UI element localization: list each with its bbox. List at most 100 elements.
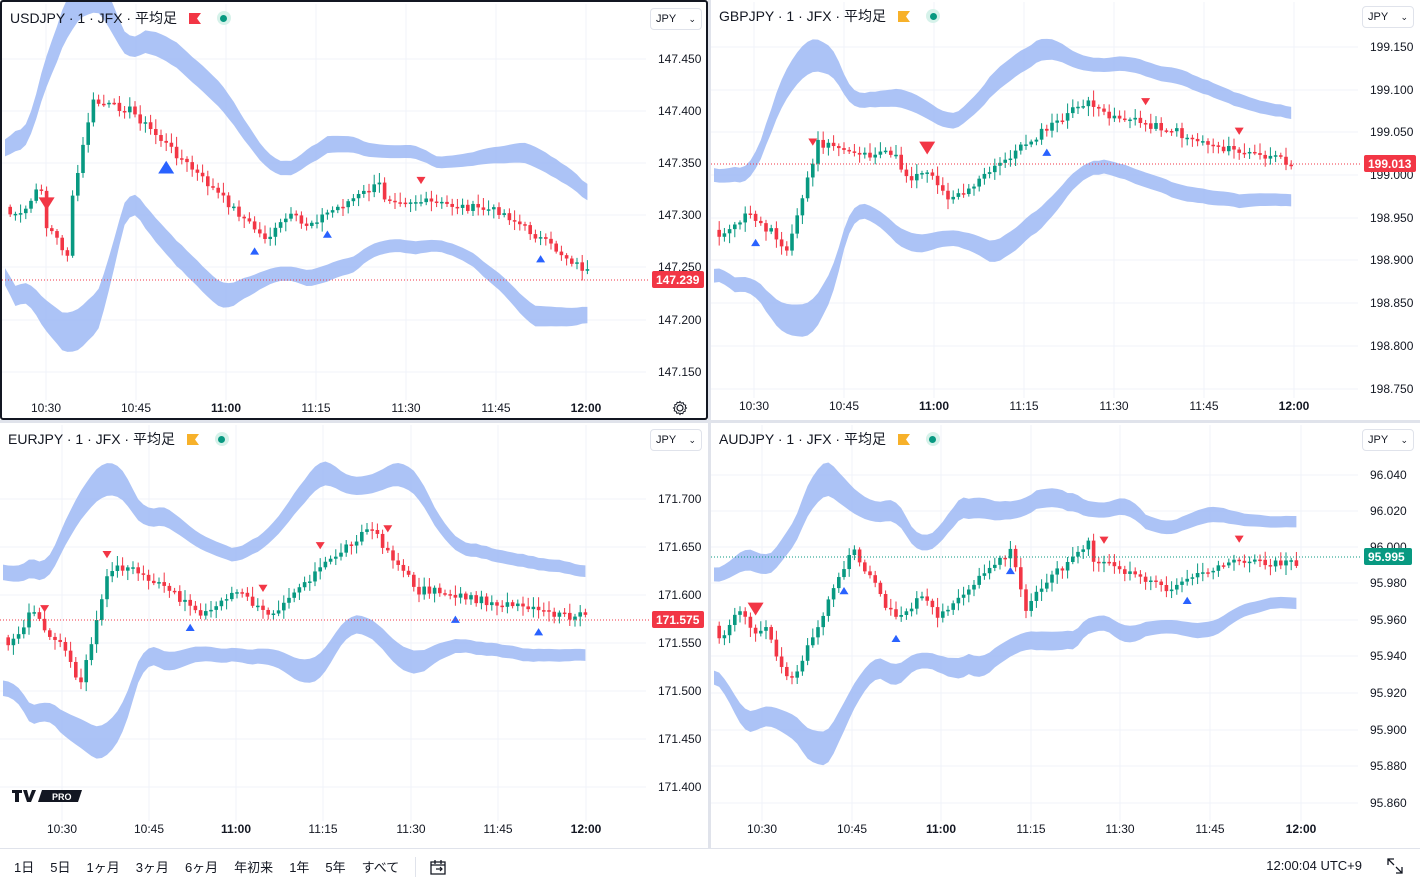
symbol-title[interactable]: AUDJPY · 1 · JFX · 平均足 [719,431,886,447]
go-to-date-icon[interactable] [428,857,448,877]
fullscreen-icon[interactable] [1386,857,1404,875]
candle-body [1221,565,1226,567]
candle-body [1045,582,1049,589]
candle-body [200,172,205,177]
candle-body [1102,108,1106,112]
chart-pane-audjpy[interactable]: 96.040 96.020 96.000 95.980 95.960 95.940 95.9… [711,423,1420,848]
pane-divider-horizontal-right[interactable] [711,420,1420,423]
pane-divider-horizontal-left[interactable] [0,420,708,423]
date-range-group: 1日 5日 1ヶ月 3ヶ月 6ヶ月 年初来 1年 5年 すべて [0,857,407,876]
candle-body [308,581,312,583]
candle-body [8,206,12,215]
chart-pane-eurjpy[interactable]: 171.700 171.650 171.600 171.550 171.500 171.4… [0,423,708,848]
candle-body [469,595,473,600]
buy-signal-icon [839,587,849,595]
market-status-icon[interactable] [214,432,229,446]
chart-pane-usdjpy[interactable]: 147.450 147.400 147.350 147.300 147.250 147.2… [0,0,708,420]
range-button[interactable]: 3ヶ月 [135,860,169,875]
symbol-legend[interactable]: USDJPY · 1 · JFX · 平均足 [10,8,231,28]
candle-body [27,612,31,628]
candle-body [564,255,569,259]
symbol-legend[interactable]: AUDJPY · 1 · JFX · 平均足 [719,429,940,449]
candle-body [1117,566,1122,570]
candle-body [32,612,36,614]
currency-selector[interactable]: JPY ⌄ [1362,429,1414,451]
flag-icon[interactable] [186,433,199,445]
price-tick-label: 95.980 [1370,576,1407,590]
candle-body [261,605,265,610]
buy-signal-icon [450,615,460,623]
candle-body [417,586,421,595]
range-button[interactable]: 1年 [289,860,310,875]
candle-body [1159,123,1163,131]
price-tick-label: 95.920 [1370,686,1407,700]
symbol-title[interactable]: USDJPY · 1 · JFX · 平均足 [10,10,177,26]
range-button[interactable]: 1日 [14,860,35,875]
candle-body [471,203,475,211]
range-button[interactable]: 年初来 [234,860,274,875]
range-button[interactable]: 6ヶ月 [184,860,219,875]
symbol-legend[interactable]: GBPJPY · 1 · JFX · 平均足 [719,6,940,26]
chart-canvas-gbpjpy[interactable]: 199.150199.100199.050199.000198.950198.9… [711,0,1420,420]
symbol-title[interactable]: GBPJPY · 1 · JFX · 平均足 [719,8,886,24]
candle-body [502,213,506,215]
currency-selector[interactable]: JPY ⌄ [1362,6,1414,28]
candle-body [349,544,354,546]
candle-body [86,122,90,145]
signals [40,525,544,636]
candle-body [299,215,304,224]
price-tick-label: 147.250 [658,260,702,274]
candle-body [967,589,971,595]
candle-body [1294,560,1299,566]
candle-body [448,594,452,596]
candle-body [440,201,444,204]
candle-body [570,258,574,264]
candle-body [434,201,439,204]
price-tick-label: 171.700 [658,492,702,506]
price-axis: 147.450147.400147.350147.300147.250147.2… [652,52,704,379]
candle-body [951,196,955,200]
symbol-title[interactable]: EURJPY · 1 · JFX · 平均足 [8,431,175,447]
candle-body [1081,549,1085,552]
candle-body [821,139,825,148]
time-tick-label: 11:00 [221,822,251,836]
candle-body [1060,120,1065,123]
candle-body [362,190,366,194]
gear-icon[interactable] [672,400,688,416]
flag-icon[interactable] [898,10,910,22]
candle-body [1159,581,1163,585]
sell-signal-icon [919,141,936,155]
buy-signal-icon [1042,148,1052,156]
currency-selector[interactable]: JPY ⌄ [650,429,702,451]
symbol-legend[interactable]: EURJPY · 1 · JFX · 平均足 [8,429,229,449]
market-status-icon[interactable] [925,432,940,446]
candle-body [122,110,127,113]
chart-pane-gbpjpy[interactable]: 199.150 199.100 199.050 199.000 198.950 198.9… [711,0,1420,420]
range-button[interactable]: 5日 [50,860,71,875]
clock-timezone[interactable]: 12:00:04 UTC+9 [1266,858,1362,873]
candle-body [240,592,244,594]
candle-body [500,605,504,608]
candle-body [94,620,99,645]
candle-body [1206,572,1210,574]
range-button[interactable]: すべて [361,860,400,875]
flag-icon[interactable] [188,12,201,24]
pane-divider-vertical[interactable] [708,0,711,848]
market-status-icon[interactable] [216,11,231,25]
candle-body [162,582,166,586]
chart-canvas-audjpy[interactable]: 96.04096.02096.00095.98095.96095.94095.9… [711,423,1420,848]
candle-body [904,611,909,615]
candle-body [1039,128,1044,140]
candle-body [800,660,805,672]
chart-canvas-eurjpy[interactable]: 171.700 171.650 171.600 171.550 171.500 171.4… [0,423,708,848]
flag-icon[interactable] [897,433,910,445]
range-button[interactable]: 1ヶ月 [86,860,120,875]
market-status-icon[interactable] [926,9,940,23]
tradingview-pro-logo[interactable]: PRO [12,788,82,804]
chart-canvas-usdjpy[interactable]: 147.450147.400147.350147.300147.250147.2… [2,2,708,420]
candle-body [1263,559,1267,566]
candle-body [68,650,73,662]
currency-selector[interactable]: JPY ⌄ [650,8,702,30]
candle-body [946,190,950,200]
range-button[interactable]: 5年 [325,860,346,875]
